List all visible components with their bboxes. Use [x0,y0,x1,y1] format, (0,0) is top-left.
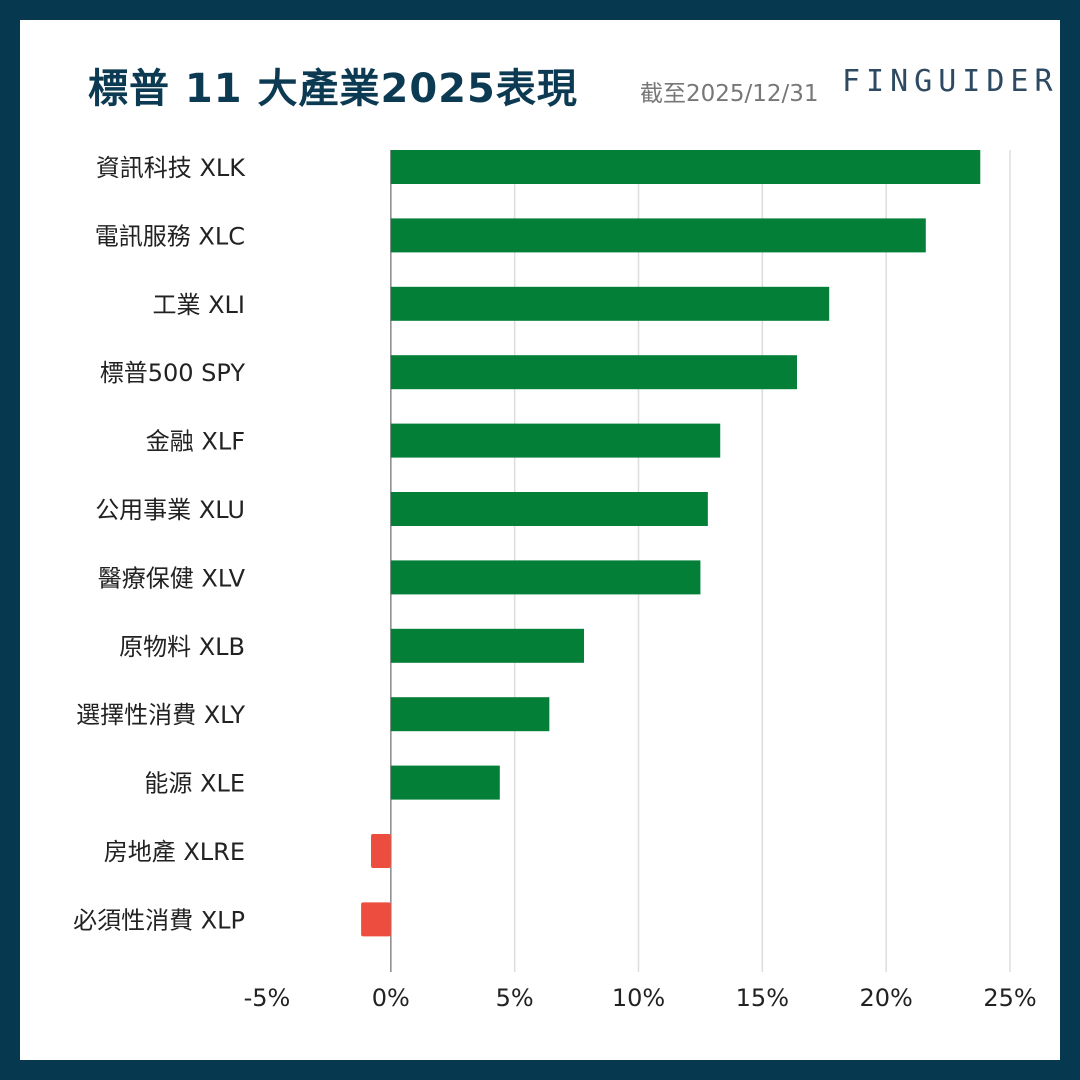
x-tick-label: 0% [372,984,410,1012]
category-label: 電訊服務 XLC [95,222,245,250]
category-label: 公用事業 XLU [95,496,245,524]
bar [371,834,391,868]
category-label: 必須性消費 XLP [73,906,245,934]
as-of-date: 截至2025/12/31 [640,81,819,107]
category-label: 工業 XLI [152,291,245,319]
bar [390,765,500,800]
bar [361,902,391,937]
category-label: 資訊科技 XLK [96,154,246,182]
category-label: 能源 XLE [144,770,245,798]
bar [390,218,926,253]
x-tick-label: 20% [859,984,912,1012]
category-label: 金融 XLF [146,428,245,456]
category-label: 房地產 XLRE [104,838,245,866]
bar [390,355,798,390]
bar [390,150,981,184]
category-label: 原物料 XLB [119,633,245,661]
page-title: 標普 11 大產業2025表現 [88,66,578,112]
bar [390,697,550,732]
bar [390,423,721,458]
bar [390,286,830,321]
finguider-logo: FINGUIDER [842,64,1059,99]
x-tick-label: -5% [244,984,291,1012]
bar [390,492,708,526]
category-label: 醫療保健 XLV [98,564,246,592]
category-label: 選擇性消費 XLY [76,701,245,729]
x-tick-label: 15% [736,984,789,1012]
category-label: 標普500 SPY [100,359,246,387]
x-tick-label: 5% [496,984,534,1012]
bar [390,560,701,595]
x-tick-label: 10% [612,984,665,1012]
bar [390,628,585,663]
x-tick-label: 25% [983,984,1036,1012]
